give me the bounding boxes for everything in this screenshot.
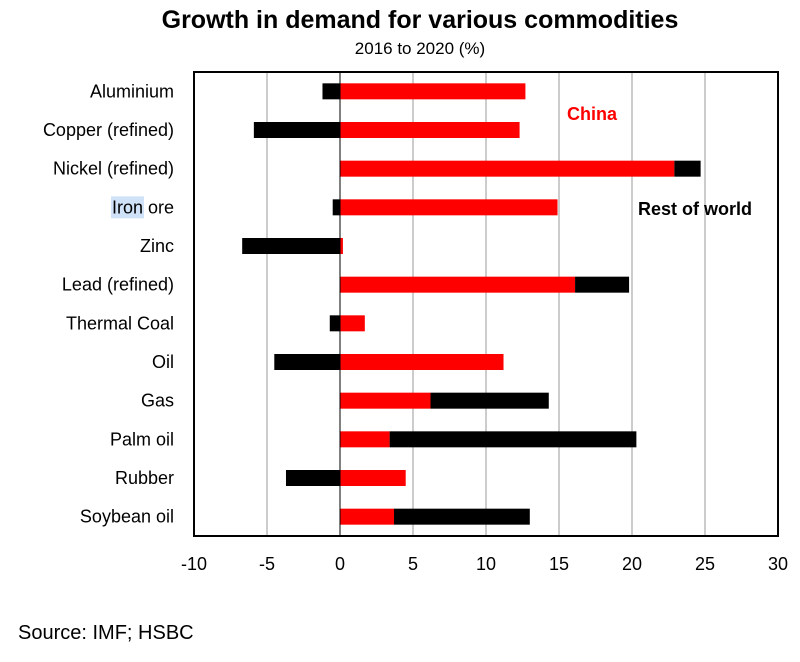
chart-title: Growth in demand for various commodities (161, 6, 679, 34)
bar-china (340, 83, 526, 100)
bar-rest-of-world (322, 83, 340, 100)
text-selection-highlight (110, 196, 144, 219)
category-label: Zinc (140, 236, 174, 256)
category-label: Lead (refined) (62, 275, 174, 295)
category-label: Oil (152, 352, 174, 372)
bar-china (340, 122, 520, 138)
source-note: Source: IMF; HSBC (18, 622, 194, 644)
x-tick-label: -10 (181, 554, 207, 574)
bar-china (340, 315, 365, 332)
series-label-rest-of-world: Rest of world (638, 199, 752, 219)
x-tick-label: -5 (259, 554, 275, 574)
bar-rest-of-world (430, 392, 549, 409)
category-labels: Aluminium Copper (refined) Nickel (refined… (43, 81, 174, 526)
x-tick-label: 30 (768, 554, 788, 574)
bar-rest-of-world (674, 160, 701, 177)
x-tick-label: 20 (622, 554, 642, 574)
x-tick-label: 5 (408, 554, 418, 574)
category-label: Copper (refined) (43, 120, 174, 140)
category-label: Nickel (refined) (53, 159, 174, 179)
bar-chart: Aluminium Copper (refined) Nickel (refined… (43, 71, 788, 574)
bar-china (340, 470, 406, 486)
x-tick-label: 10 (476, 554, 496, 574)
chart-subtitle: 2016 to 2020 (%) (354, 39, 486, 58)
bar-china (340, 160, 675, 177)
category-label: Thermal Coal (66, 313, 174, 333)
bar-china (340, 431, 390, 448)
x-tick-labels: -10 -5 0 5 10 15 20 25 30 (181, 554, 788, 574)
series-label-china: China (567, 104, 618, 124)
bar-china (340, 238, 343, 254)
category-label: Rubber (115, 468, 174, 488)
category-label: Soybean oil (80, 507, 174, 527)
category-label: Aluminium (90, 81, 174, 101)
category-label: Gas (141, 391, 174, 411)
bar-china (340, 354, 504, 370)
bars (242, 83, 701, 525)
bar-china (340, 392, 431, 409)
bar-rest-of-world (389, 431, 637, 448)
gridlines (266, 72, 706, 536)
bar-rest-of-world (575, 276, 630, 293)
x-tick-label: 0 (335, 554, 345, 574)
category-label: Iron ore (112, 197, 174, 217)
category-label: Palm oil (110, 429, 174, 449)
bar-rest-of-world (332, 199, 340, 216)
bar-china (340, 199, 558, 216)
bar-rest-of-world (394, 508, 530, 525)
plot-frame (193, 71, 779, 537)
bar-rest-of-world (242, 238, 340, 254)
bar-rest-of-world (274, 354, 340, 370)
bar-rest-of-world (285, 470, 340, 486)
bar-rest-of-world (329, 315, 340, 332)
x-tick-label: 15 (549, 554, 569, 574)
bar-rest-of-world (253, 122, 340, 138)
bar-china (340, 276, 576, 293)
bar-china (340, 508, 395, 525)
x-tick-label: 25 (695, 554, 715, 574)
